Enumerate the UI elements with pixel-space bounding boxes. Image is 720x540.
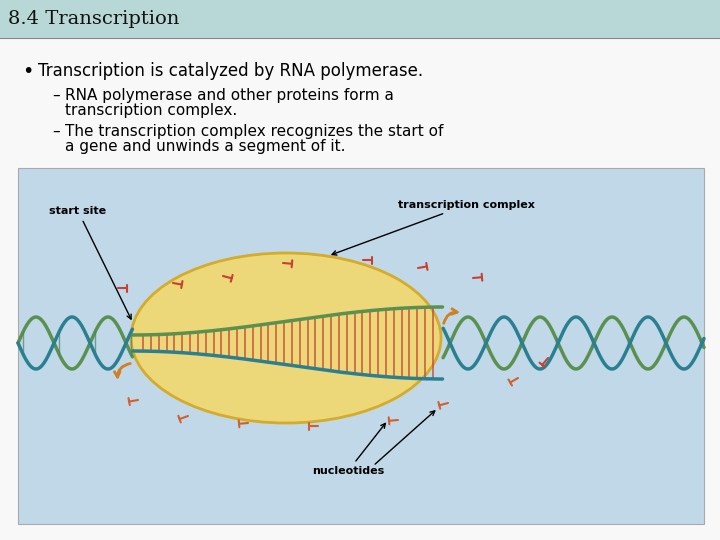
Text: nucleotides: nucleotides (312, 423, 385, 476)
Text: start site: start site (50, 206, 131, 319)
Text: –: – (52, 124, 60, 139)
Text: 8.4 Transcription: 8.4 Transcription (8, 10, 179, 28)
FancyArrowPatch shape (444, 309, 457, 323)
Text: RNA polymerase and other proteins form a: RNA polymerase and other proteins form a (65, 88, 394, 103)
Ellipse shape (131, 253, 441, 423)
Text: •: • (22, 62, 33, 81)
Text: The transcription complex recognizes the start of: The transcription complex recognizes the… (65, 124, 444, 139)
Bar (18, 168, 704, 524)
Text: transcription complex: transcription complex (332, 200, 535, 255)
Text: transcription complex.: transcription complex. (65, 103, 238, 118)
Text: Transcription is catalyzed by RNA polymerase.: Transcription is catalyzed by RNA polyme… (38, 62, 423, 80)
Text: –: – (52, 88, 60, 103)
Bar (0, 0, 720, 38)
FancyArrowPatch shape (114, 363, 130, 377)
Text: a gene and unwinds a segment of it.: a gene and unwinds a segment of it. (65, 139, 346, 154)
